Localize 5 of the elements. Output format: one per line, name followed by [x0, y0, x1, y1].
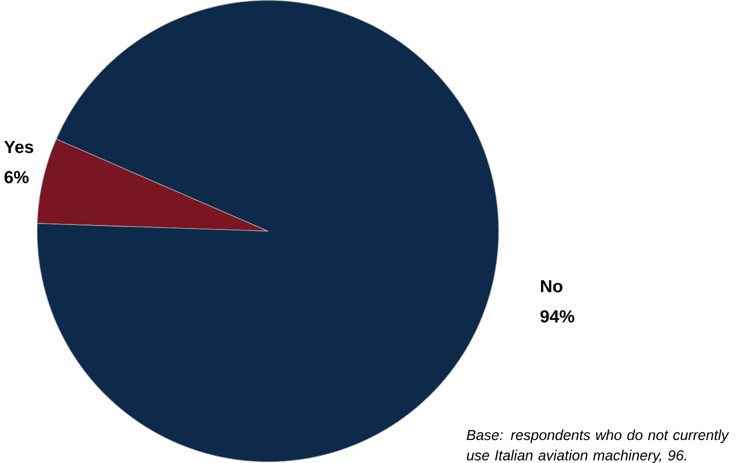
slice-label: Yes: [4, 140, 34, 153]
data-label: 6%: [4, 170, 29, 184]
text: Base: respondents who do not currently use Italian aviation machinery, 96.: [466, 429, 730, 463]
data-label: 94%: [540, 310, 574, 322]
slice-label: No: [541, 280, 562, 292]
